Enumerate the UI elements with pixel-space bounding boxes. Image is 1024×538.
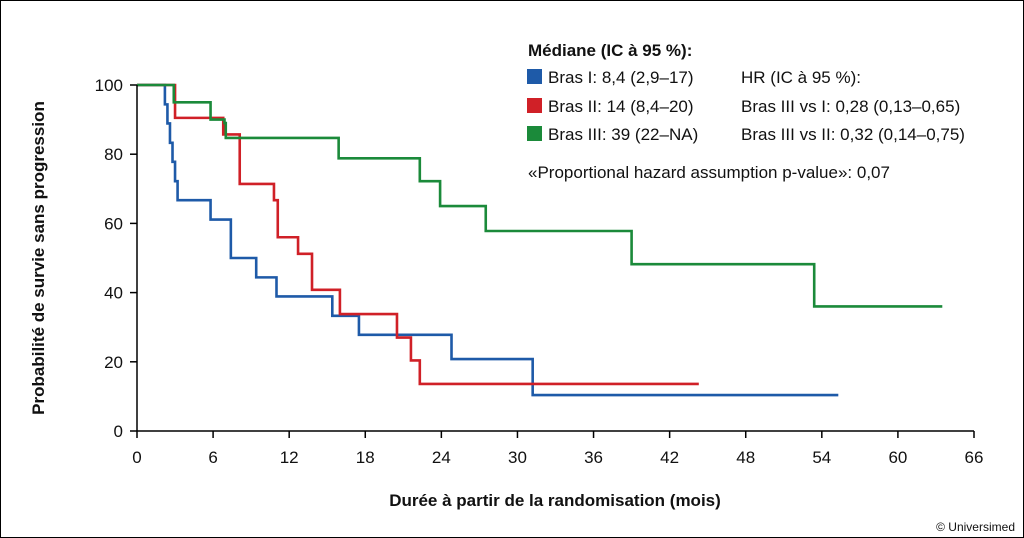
x-tick-label: 54	[812, 448, 831, 467]
x-tick-label: 6	[208, 448, 217, 467]
km-curve-bras-2	[137, 83, 699, 386]
legend-swatch-bras-1	[527, 69, 542, 84]
ticks: 0 6 12 18 24 30 36 42 48 54 60 66 0 20 40 60 80 100	[95, 76, 984, 467]
x-tick-label: 30	[508, 448, 527, 467]
copyright-credit: © Universimed	[936, 520, 1015, 534]
x-tick-label: 24	[432, 448, 451, 467]
plot-lines	[137, 83, 943, 397]
x-tick-label: 60	[888, 448, 907, 467]
x-tick-label: 18	[356, 448, 375, 467]
x-tick-label: 12	[280, 448, 299, 467]
hr-title: HR (IC à 95 %):	[741, 68, 861, 87]
y-axis-title: Probabilité de survie sans progression	[29, 101, 48, 415]
y-tick-label: 80	[104, 145, 123, 164]
legend-title: Médiane (IC à 95 %):	[528, 41, 692, 60]
axes	[136, 85, 974, 432]
legend-label-bras-3: Bras III: 39 (22–NA)	[548, 125, 698, 144]
y-tick-label: 20	[104, 353, 123, 372]
legend-label-bras-2: Bras II: 14 (8,4–20)	[548, 97, 694, 116]
x-tick-label: 66	[965, 448, 984, 467]
x-tick-label: 36	[584, 448, 603, 467]
km-curve-bras-1	[137, 83, 839, 397]
km-curve-bras-3	[137, 83, 943, 308]
y-tick-label: 100	[95, 76, 123, 95]
y-tick-label: 0	[114, 422, 123, 441]
legend-swatch-bras-3	[527, 126, 542, 141]
legend-swatch-bras-2	[527, 98, 542, 113]
x-tick-label: 42	[660, 448, 679, 467]
y-tick-label: 40	[104, 284, 123, 303]
x-tick-label: 0	[132, 448, 141, 467]
x-axis-title: Durée à partir de la randomisation (mois…	[389, 491, 721, 510]
x-tick-label: 48	[736, 448, 755, 467]
legend-label-bras-1: Bras I: 8,4 (2,9–17)	[548, 68, 694, 87]
ph-assumption-pvalue: «Proportional hazard assumption p-value»…	[528, 163, 890, 182]
legend: Médiane (IC à 95 %): Bras I: 8,4 (2,9–17…	[527, 41, 965, 182]
y-tick-label: 60	[104, 214, 123, 233]
hr-bras3-vs-2: Bras III vs II: 0,32 (0,14–0,75)	[741, 125, 965, 144]
hr-bras3-vs-1: Bras III vs I: 0,28 (0,13–0,65)	[741, 97, 960, 116]
